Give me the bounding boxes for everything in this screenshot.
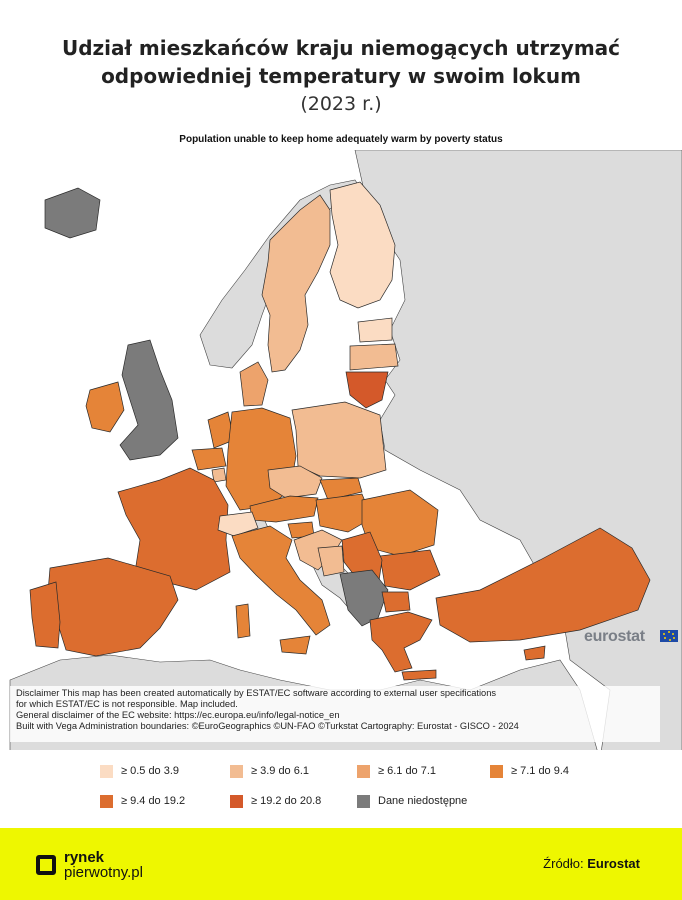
sardinia-region (235, 603, 251, 639)
cyprus-region (523, 645, 546, 661)
bulgaria-region (379, 549, 441, 591)
finland-region (329, 181, 396, 309)
france-region (117, 467, 231, 591)
greece-region (369, 611, 433, 673)
legend-swatch (357, 794, 370, 808)
eu-flag-icon (660, 630, 678, 642)
legend-label: ≥ 0.5 do 3.9 (121, 765, 180, 777)
legend-swatch (490, 764, 503, 778)
romania-region (361, 489, 439, 557)
legend-label: ≥ 7.1 do 9.4 (511, 765, 570, 777)
footer-bar: rynek pierwotny.pl Źródło: Eurostat (0, 828, 682, 900)
rynekpierwotny-logo[interactable]: rynek pierwotny.pl (36, 850, 143, 880)
map-title: Udział mieszkańców kraju niemogących utr… (0, 34, 682, 118)
europe-map (0, 150, 682, 750)
source-name: Eurostat (587, 856, 640, 871)
map-subtitle: Population unable to keep home adequatel… (179, 134, 503, 145)
legend-swatch (230, 794, 243, 808)
czechia-region (267, 465, 323, 499)
legend-swatch (357, 764, 370, 778)
poland-region (291, 401, 387, 479)
eurostat-logo-text: eurostat (584, 628, 645, 645)
estonia-region (357, 317, 393, 343)
logo-line-1: rynek (64, 849, 105, 866)
legend-label: ≥ 6.1 do 7.1 (378, 765, 437, 777)
logo-mark-icon (36, 855, 56, 875)
title-line-1: Udział mieszkańców kraju niemogących utr… (61, 36, 621, 60)
hungary-region (315, 493, 373, 533)
disclaimer-line-3: General disclaimer of the EC website: ht… (16, 710, 340, 720)
disclaimer-line-1: Disclaimer This map has been created aut… (16, 688, 497, 698)
portugal-region (29, 581, 61, 649)
map-disclaimer: Disclaimer This map has been created aut… (10, 686, 660, 742)
title-year: (2023 r.) (300, 93, 382, 115)
legend-item: ≥ 7.1 do 9.4 (490, 764, 569, 778)
legend-swatch (100, 794, 113, 808)
legend-item: Dane niedostępne (357, 794, 467, 808)
italy-region (231, 525, 331, 636)
title-line-2: odpowiedniej temperatury w swoim lokum (101, 64, 581, 88)
sicily-region (279, 635, 311, 655)
legend-item: ≥ 0.5 do 3.9 (100, 764, 179, 778)
uk-region (119, 339, 179, 461)
latvia-region (349, 343, 399, 371)
belgium-region (191, 447, 227, 471)
logo-text: rynek pierwotny.pl (64, 850, 143, 880)
logo-line-2: pierwotny.pl (64, 864, 143, 881)
legend-label: Dane niedostępne (378, 795, 468, 807)
north-macedonia-region (381, 591, 411, 613)
map-legend: ≥ 0.5 do 3.9 ≥ 3.9 do 6.1 ≥ 6.1 do 7.1 ≥… (100, 764, 620, 814)
disclaimer-line-4: Built with Vega Administration boundarie… (16, 721, 519, 731)
legend-label: ≥ 19.2 do 20.8 (251, 795, 322, 807)
legend-item: ≥ 19.2 do 20.8 (230, 794, 321, 808)
disclaimer-line-2: for which ESTAT/EC is not responsible. M… (16, 699, 238, 709)
eu-countries (29, 181, 651, 681)
crete-region (401, 669, 437, 681)
legend-item: ≥ 9.4 do 19.2 (100, 794, 185, 808)
bosnia-region (317, 545, 345, 577)
iceland-region (44, 187, 101, 239)
source-prefix: Źródło: (543, 856, 584, 871)
map-svg (9, 150, 682, 750)
ireland-region (85, 381, 125, 433)
source-credit: Źródło: Eurostat (543, 856, 640, 871)
legend-swatch (230, 764, 243, 778)
legend-item: ≥ 6.1 do 7.1 (357, 764, 436, 778)
legend-item: ≥ 3.9 do 6.1 (230, 764, 309, 778)
slovakia-region (319, 477, 363, 501)
spain-region (47, 557, 179, 657)
legend-swatch (100, 764, 113, 778)
legend-label: ≥ 3.9 do 6.1 (251, 765, 310, 777)
legend-label: ≥ 9.4 do 19.2 (121, 795, 186, 807)
denmark-region (239, 361, 269, 407)
sweden-region (261, 194, 331, 373)
turkey-region (435, 527, 651, 643)
lithuania-region (345, 371, 389, 409)
